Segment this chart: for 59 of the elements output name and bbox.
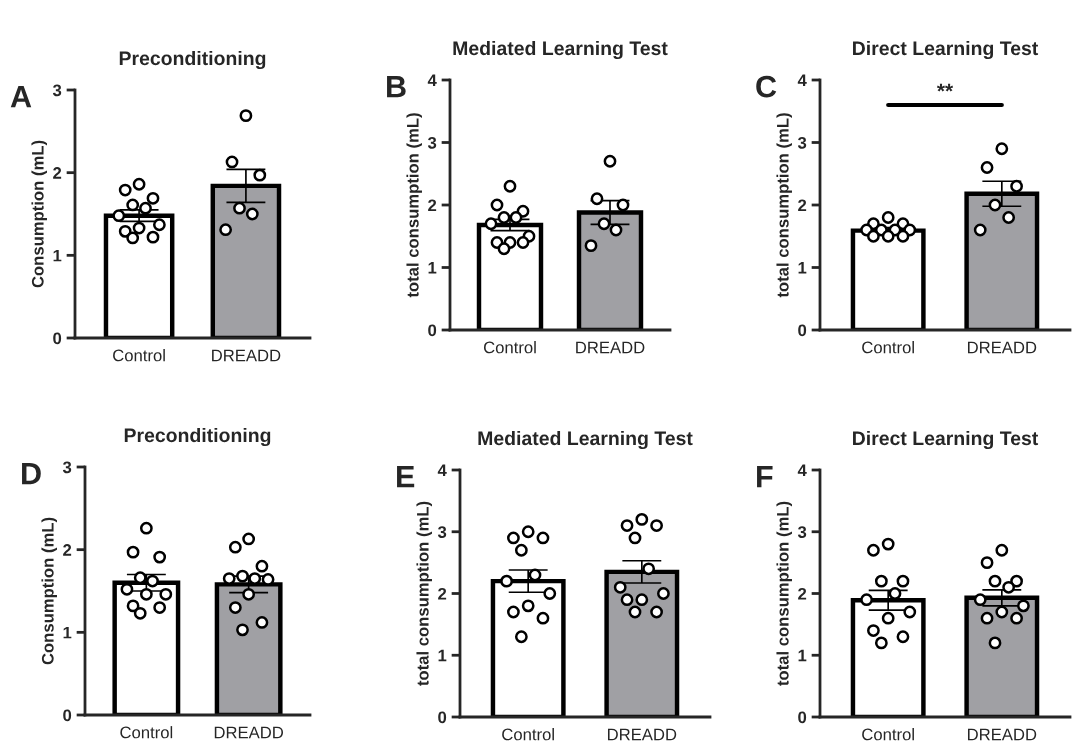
y-tick-label: 0	[798, 711, 807, 724]
chart-title: Direct Learning Test	[853, 40, 1039, 60]
y-axis-title: total consumption (mL)	[406, 113, 422, 298]
x-tick-label: DREADD	[214, 726, 284, 739]
y-tick-label: 2	[798, 199, 807, 212]
chart-title: Mediated Learning Test	[478, 430, 693, 450]
x-tick-label: Control	[862, 728, 914, 741]
y-tick-label: 3	[62, 461, 72, 474]
y-tick-label: 0	[798, 324, 807, 337]
y-tick-label: 1	[438, 649, 447, 662]
y-tick-label: 2	[798, 587, 807, 600]
y-tick-label: 2	[63, 544, 72, 556]
x-tick-label: Control	[483, 341, 536, 354]
text: E	[397, 466, 415, 488]
y-tick-label: 2	[428, 199, 437, 212]
y-axis-title: Consumption (mL)	[31, 140, 47, 288]
x-tick-label: Control	[120, 726, 173, 739]
text: A	[10, 86, 32, 108]
y-tick-label: 0	[438, 711, 447, 724]
y-axis-title: total consumption (mL)	[416, 501, 432, 686]
y-tick-label: 1	[63, 626, 72, 639]
chart-title: Direct Learning Test	[853, 430, 1039, 450]
y-tick-label: 4	[437, 464, 447, 477]
x-tick-label: Control	[502, 728, 554, 741]
y-tick-label: 4	[797, 74, 807, 87]
y-tick-label: 4	[427, 74, 437, 87]
y-tick-label: 3	[797, 136, 807, 149]
y-axis-title: total consumption (mL)	[776, 501, 792, 686]
text: D	[22, 463, 41, 485]
x-tick-label: DREADD	[968, 728, 1037, 741]
y-tick-label: 4	[797, 464, 807, 477]
text: C	[756, 75, 777, 98]
x-tick-label: Control	[113, 349, 165, 362]
x-tick-label: DREADD	[608, 728, 677, 741]
chart-title: Preconditioning	[124, 427, 271, 447]
text: F	[757, 466, 773, 488]
annotation: **	[936, 83, 954, 92]
y-tick-label: 1	[798, 649, 807, 662]
y-tick-label: 3	[797, 526, 807, 538]
x-tick-label: Control	[862, 341, 914, 354]
y-tick-label: 0	[428, 324, 437, 337]
y-tick-label: 1	[53, 249, 62, 262]
y-tick-label: 1	[798, 262, 807, 274]
chart-title: Preconditioning	[119, 50, 266, 70]
text: B	[387, 76, 406, 98]
y-axis-title: Consumption (mL)	[41, 517, 57, 665]
x-tick-label: DREADD	[212, 349, 281, 362]
x-tick-label: DREADD	[576, 341, 645, 354]
y-tick-label: 1	[428, 262, 437, 274]
y-tick-label: 0	[53, 332, 62, 345]
chart-title: Mediated Learning Test	[453, 40, 668, 60]
y-tick-label: 3	[52, 84, 62, 97]
y-tick-label: 2	[53, 167, 62, 179]
x-tick-label: DREADD	[968, 341, 1037, 354]
y-axis-title: total consumption (mL)	[776, 113, 792, 298]
y-tick-label: 2	[438, 587, 447, 600]
y-tick-label: 0	[63, 709, 72, 722]
y-tick-label: 3	[437, 526, 447, 538]
y-tick-label: 3	[427, 136, 437, 149]
